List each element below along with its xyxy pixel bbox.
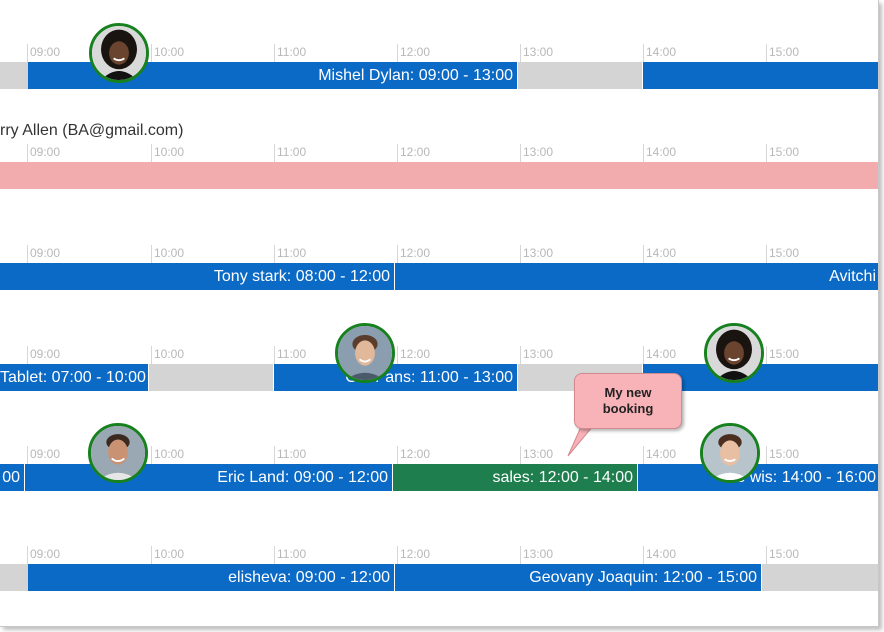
booking-bar[interactable]: elisheva: 09:00 - 12:00 [28, 564, 394, 591]
time-tick: 09:00 [27, 446, 151, 464]
avatar[interactable] [335, 323, 395, 383]
time-tick: 13:00 [520, 44, 643, 62]
time-tick: 13:00 [520, 546, 643, 564]
blocked-day-bar [0, 162, 878, 189]
time-tick: 10:00 [151, 44, 274, 62]
unavailable-slot [0, 62, 28, 89]
time-tick: 11:00 [274, 546, 397, 564]
time-tick: 14:00 [643, 446, 766, 464]
time-tick: 09:00 [27, 346, 151, 364]
unavailable-slot [762, 564, 878, 591]
time-tick: 12:00 [397, 44, 520, 62]
time-ruler: 09:00 10:00 11:00 12:00 13:00 14:00 15:0… [0, 546, 878, 564]
callout-pointer-icon [567, 420, 599, 457]
time-tick: 10:00 [151, 144, 274, 162]
avatar[interactable] [704, 323, 764, 383]
time-ruler: 09:00 10:00 11:00 12:00 13:00 14:00 15:0… [0, 346, 878, 364]
time-tick: 13:00 [520, 245, 643, 263]
time-ruler: 09:00 10:00 11:00 12:00 13:00 14:00 15:0… [0, 44, 878, 62]
time-tick: 09:00 [27, 245, 151, 263]
avatar[interactable] [89, 23, 149, 83]
avatar[interactable] [700, 423, 760, 483]
time-tick: 12:00 [397, 144, 520, 162]
time-tick: 10:00 [151, 446, 274, 464]
time-tick: 10:00 [151, 546, 274, 564]
resource-label: rry Allen (BA@gmail.com) [0, 122, 184, 139]
time-tick: 11:00 [274, 446, 397, 464]
time-ruler: 09:00 10:00 11:00 12:00 13:00 14:00 15:0… [0, 446, 878, 464]
time-tick: 12:00 [397, 245, 520, 263]
unavailable-slot [518, 62, 642, 89]
time-tick: 11:00 [274, 346, 397, 364]
avatar[interactable] [88, 423, 148, 483]
time-tick: 11:00 [274, 245, 397, 263]
booking-bar[interactable]: Ste wis: 14:00 - 16:00 [638, 464, 878, 491]
person-photo-icon [707, 326, 761, 380]
time-tick: 09:00 [27, 144, 151, 162]
unavailable-slot [0, 564, 28, 591]
person-photo-icon [703, 426, 757, 480]
booking-bar[interactable]: Geovany Joaquin: 12:00 - 15:00 [395, 564, 761, 591]
booking-bar[interactable]: Tablet: 07:00 - 10:00 [0, 364, 148, 391]
time-tick: 15:00 [766, 245, 878, 263]
time-tick: 13:00 [520, 446, 643, 464]
time-tick: 10:00 [151, 245, 274, 263]
time-tick: 12:00 [397, 346, 520, 364]
person-photo-icon [338, 326, 392, 380]
time-tick: 13:00 [520, 144, 643, 162]
time-ruler: 09:00 10:00 11:00 12:00 13:00 14:00 15:0… [0, 144, 878, 162]
time-tick: 15:00 [766, 346, 878, 364]
time-tick: 14:00 [643, 144, 766, 162]
time-tick: 14:00 [643, 546, 766, 564]
time-tick: 15:00 [766, 144, 878, 162]
booking-bar[interactable]: Eric Land: 09:00 - 12:00 [25, 464, 392, 491]
time-ruler: 09:00 10:00 11:00 12:00 13:00 14:00 15:0… [0, 245, 878, 263]
time-tick: 12:00 [397, 446, 520, 464]
booking-bar[interactable]: Gabr ans: 11:00 - 13:00 [274, 364, 517, 391]
callout-line: My new [604, 385, 652, 400]
unavailable-slot [149, 364, 273, 391]
booking-bar[interactable]: Tony stark: 08:00 - 12:00 [0, 263, 394, 290]
time-tick: 14:00 [643, 346, 766, 364]
time-tick: 15:00 [766, 446, 878, 464]
time-tick: 15:00 [766, 546, 878, 564]
time-tick: 14:00 [643, 44, 766, 62]
time-tick: 10:00 [151, 346, 274, 364]
booking-bar[interactable]: Avitchi [395, 263, 878, 290]
booking-bar[interactable] [643, 364, 878, 391]
time-tick: 13:00 [520, 346, 643, 364]
callout-line: booking [602, 401, 654, 416]
booking-bar[interactable]: 00 [0, 464, 24, 491]
time-tick: 11:00 [274, 44, 397, 62]
time-tick: 14:00 [643, 245, 766, 263]
person-photo-icon [91, 426, 145, 480]
time-tick: 15:00 [766, 44, 878, 62]
booking-bar[interactable] [643, 62, 878, 89]
time-tick: 11:00 [274, 144, 397, 162]
time-tick: 09:00 [27, 44, 151, 62]
time-tick: 09:00 [27, 546, 151, 564]
time-tick: 12:00 [397, 546, 520, 564]
new-booking-bar[interactable]: sales: 12:00 - 14:00 [393, 464, 637, 491]
person-photo-icon [92, 26, 146, 80]
new-booking-callout: My new booking [574, 373, 682, 429]
